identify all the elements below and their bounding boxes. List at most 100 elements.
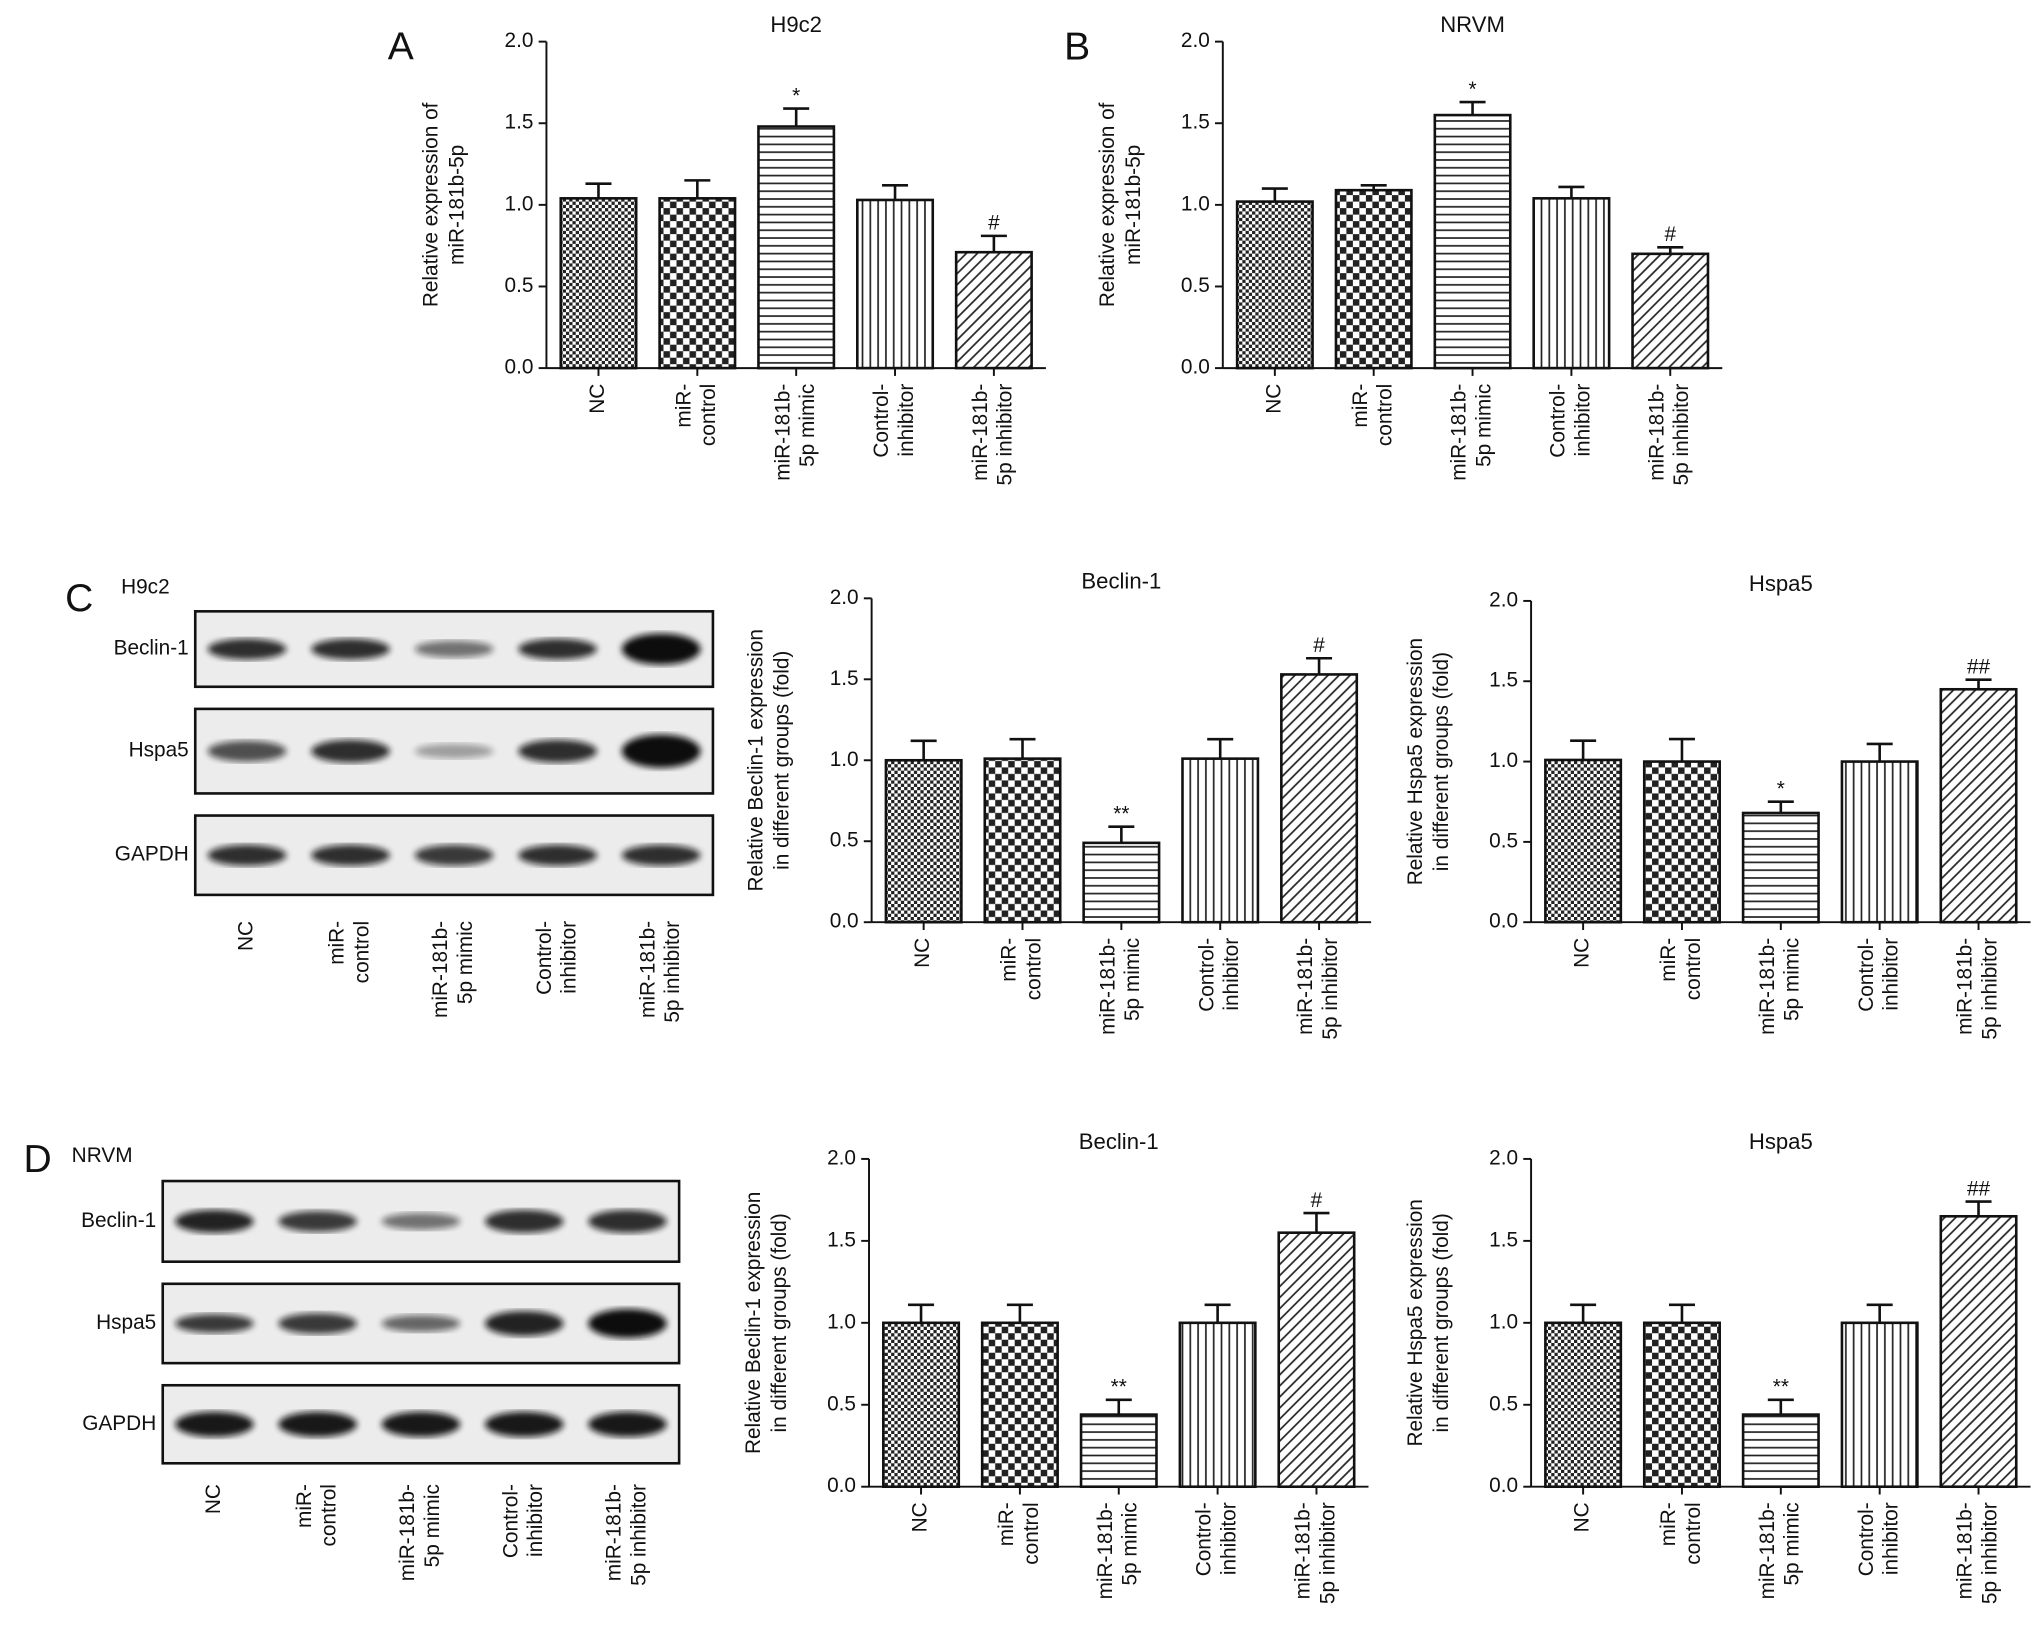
protein-label: Hspa5 [129, 739, 189, 762]
bar [1840, 760, 1919, 924]
y-tick-label: 1.5 [1489, 1228, 1518, 1251]
x-tick-label: 5p inhibitor [1670, 384, 1693, 486]
blot-band [381, 1411, 461, 1437]
x-tick-label: inhibitor [895, 384, 918, 457]
x-tick-label: 5p mimic [1121, 938, 1144, 1021]
bar [954, 250, 1033, 370]
x-tick-label: miR- [1657, 938, 1680, 982]
y-tick-label: 1.5 [830, 667, 859, 690]
panel-letter: A [388, 26, 414, 69]
blot-band [588, 1209, 667, 1233]
blot-band [414, 743, 494, 759]
x-tick-label: 5p inhibitor [1978, 938, 2001, 1040]
y-tick-label: 1.0 [830, 748, 859, 771]
x-tick-label: 5p inhibitor [1319, 938, 1342, 1040]
x-tick-label: Control- [1193, 1502, 1216, 1576]
x-tick-label: miR-181b- [1448, 384, 1471, 481]
bar [1642, 760, 1721, 924]
significance-label: * [792, 84, 800, 107]
x-tick-label: NC [1571, 938, 1594, 968]
x-tick-label: 5p mimic [1781, 938, 1804, 1021]
x-tick-label: NC [586, 384, 609, 414]
lane-label: Control- [499, 1484, 522, 1558]
bar [1334, 188, 1413, 370]
x-tick-label: inhibitor [1880, 938, 1903, 1011]
x-tick-label: miR- [995, 1502, 1018, 1546]
significance-label: ** [1111, 1376, 1127, 1399]
x-tick-label: miR- [1349, 384, 1372, 428]
significance-label: ** [1113, 802, 1129, 825]
y-tick-label: 0.5 [1181, 274, 1210, 297]
chart-title: Beclin-1 [1081, 569, 1161, 594]
x-tick-label: miR-181b- [1097, 938, 1120, 1035]
blot-band [207, 638, 287, 660]
protein-label: Beclin-1 [114, 637, 189, 660]
y-tick-label: 0.5 [505, 274, 534, 297]
y-tick-label: 0.0 [1181, 356, 1210, 379]
blot-band [621, 633, 701, 665]
y-tick-label: 2.0 [1489, 1146, 1518, 1169]
x-tick-label: Control- [870, 384, 893, 458]
x-tick-label: inhibitor [1217, 1502, 1240, 1575]
y-tick-label: 1.0 [505, 192, 534, 215]
lane-label: control [350, 921, 373, 983]
bar [980, 1321, 1059, 1489]
protein-label: Beclin-1 [81, 1209, 156, 1232]
bar [559, 197, 638, 370]
lane-label: inhibitor [557, 921, 580, 994]
protein-label: Hspa5 [96, 1311, 156, 1334]
x-tick-label: miR-181b- [969, 384, 992, 481]
y-axis-label: in different groups (fold) [768, 1213, 791, 1432]
significance-label: ** [1773, 1376, 1789, 1399]
y-axis-label: Relative Hspa5 expression [1404, 1199, 1427, 1446]
y-tick-label: 1.0 [1489, 1310, 1518, 1333]
y-tick-label: 1.5 [827, 1228, 856, 1251]
x-tick-label: 5p mimic [1119, 1502, 1142, 1585]
blot-band [207, 844, 287, 866]
y-axis-label: Relative Beclin-1 expression [742, 1192, 765, 1454]
lane-label: NC [235, 921, 258, 951]
x-tick-label: 5p mimic [1781, 1502, 1804, 1585]
x-tick-label: miR-181b- [1756, 938, 1779, 1035]
significance-label: # [1313, 634, 1325, 657]
x-tick-label: Control- [1547, 384, 1570, 458]
blot-band [278, 1313, 357, 1334]
bar [1079, 1413, 1158, 1489]
y-tick-label: 1.0 [1181, 192, 1210, 215]
bar [1642, 1321, 1721, 1489]
bar [1235, 200, 1314, 370]
y-axis-label: in different groups (fold) [1430, 1213, 1453, 1432]
bar [757, 125, 836, 370]
lane-label: NC [202, 1484, 225, 1514]
x-tick-label: miR-181b- [1094, 1502, 1117, 1599]
blot-band [484, 1411, 564, 1437]
bar [1741, 1413, 1820, 1489]
y-tick-label: 0.0 [1489, 1474, 1518, 1497]
y-tick-label: 0.5 [1489, 829, 1518, 852]
lane-label: 5p inhibitor [627, 1484, 650, 1586]
y-tick-label: 0.0 [830, 910, 859, 933]
bar [884, 758, 963, 924]
blot-band [381, 1213, 461, 1230]
lane-label: miR-181b- [636, 921, 659, 1018]
y-axis-label: Relative Hspa5 expression [1404, 638, 1427, 885]
y-tick-label: 2.0 [1489, 588, 1518, 611]
lane-label: miR- [326, 921, 349, 965]
blot-band [278, 1210, 357, 1232]
y-axis-label: Relative expression of [1096, 102, 1119, 307]
x-tick-label: NC [911, 938, 934, 968]
panel-letter: B [1064, 26, 1090, 69]
x-tick-label: miR-181b- [771, 384, 794, 481]
x-tick-label: miR- [998, 938, 1021, 982]
protein-label: GAPDH [82, 1412, 156, 1435]
lane-label: miR-181b- [396, 1484, 419, 1581]
x-tick-label: inhibitor [1220, 938, 1243, 1011]
y-tick-label: 2.0 [505, 29, 534, 52]
y-tick-label: 2.0 [830, 586, 859, 609]
x-tick-label: control [697, 384, 720, 446]
x-tick-label: miR-181b- [1954, 1502, 1977, 1599]
bar [1939, 1214, 2018, 1489]
bar [1840, 1321, 1919, 1489]
x-tick-label: 5p mimic [1472, 384, 1495, 467]
panel-letter: C [65, 577, 93, 620]
